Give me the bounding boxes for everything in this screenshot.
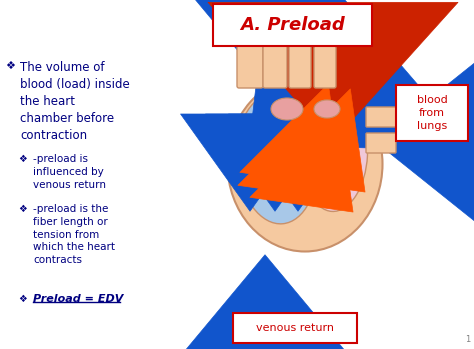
Text: ❖: ❖	[18, 294, 27, 304]
FancyBboxPatch shape	[366, 133, 396, 153]
Text: ❖: ❖	[5, 61, 15, 71]
Text: ❖: ❖	[18, 154, 27, 164]
Text: -preload is
influenced by
venous return: -preload is influenced by venous return	[33, 154, 106, 190]
FancyBboxPatch shape	[263, 29, 287, 88]
Text: -preload is the
fiber length or
tension from
which the heart
contracts: -preload is the fiber length or tension …	[33, 204, 115, 265]
FancyBboxPatch shape	[233, 313, 357, 343]
Ellipse shape	[314, 100, 340, 118]
Ellipse shape	[271, 98, 303, 120]
FancyBboxPatch shape	[289, 34, 311, 88]
Text: 1: 1	[465, 335, 470, 344]
FancyBboxPatch shape	[213, 4, 372, 46]
Ellipse shape	[302, 97, 368, 211]
FancyBboxPatch shape	[366, 107, 396, 127]
Text: blood
from
lungs: blood from lungs	[417, 95, 447, 131]
FancyBboxPatch shape	[237, 39, 263, 88]
Text: venous return: venous return	[256, 323, 334, 333]
Text: The volume of
blood (load) inside
the heart
chamber before
contraction: The volume of blood (load) inside the he…	[20, 61, 130, 142]
Ellipse shape	[228, 76, 383, 252]
Ellipse shape	[237, 94, 317, 224]
FancyBboxPatch shape	[396, 85, 468, 141]
Text: ❖: ❖	[18, 204, 27, 214]
Text: Preload = EDV: Preload = EDV	[33, 294, 123, 304]
Text: A. Preload: A. Preload	[241, 16, 346, 34]
FancyBboxPatch shape	[314, 46, 336, 88]
